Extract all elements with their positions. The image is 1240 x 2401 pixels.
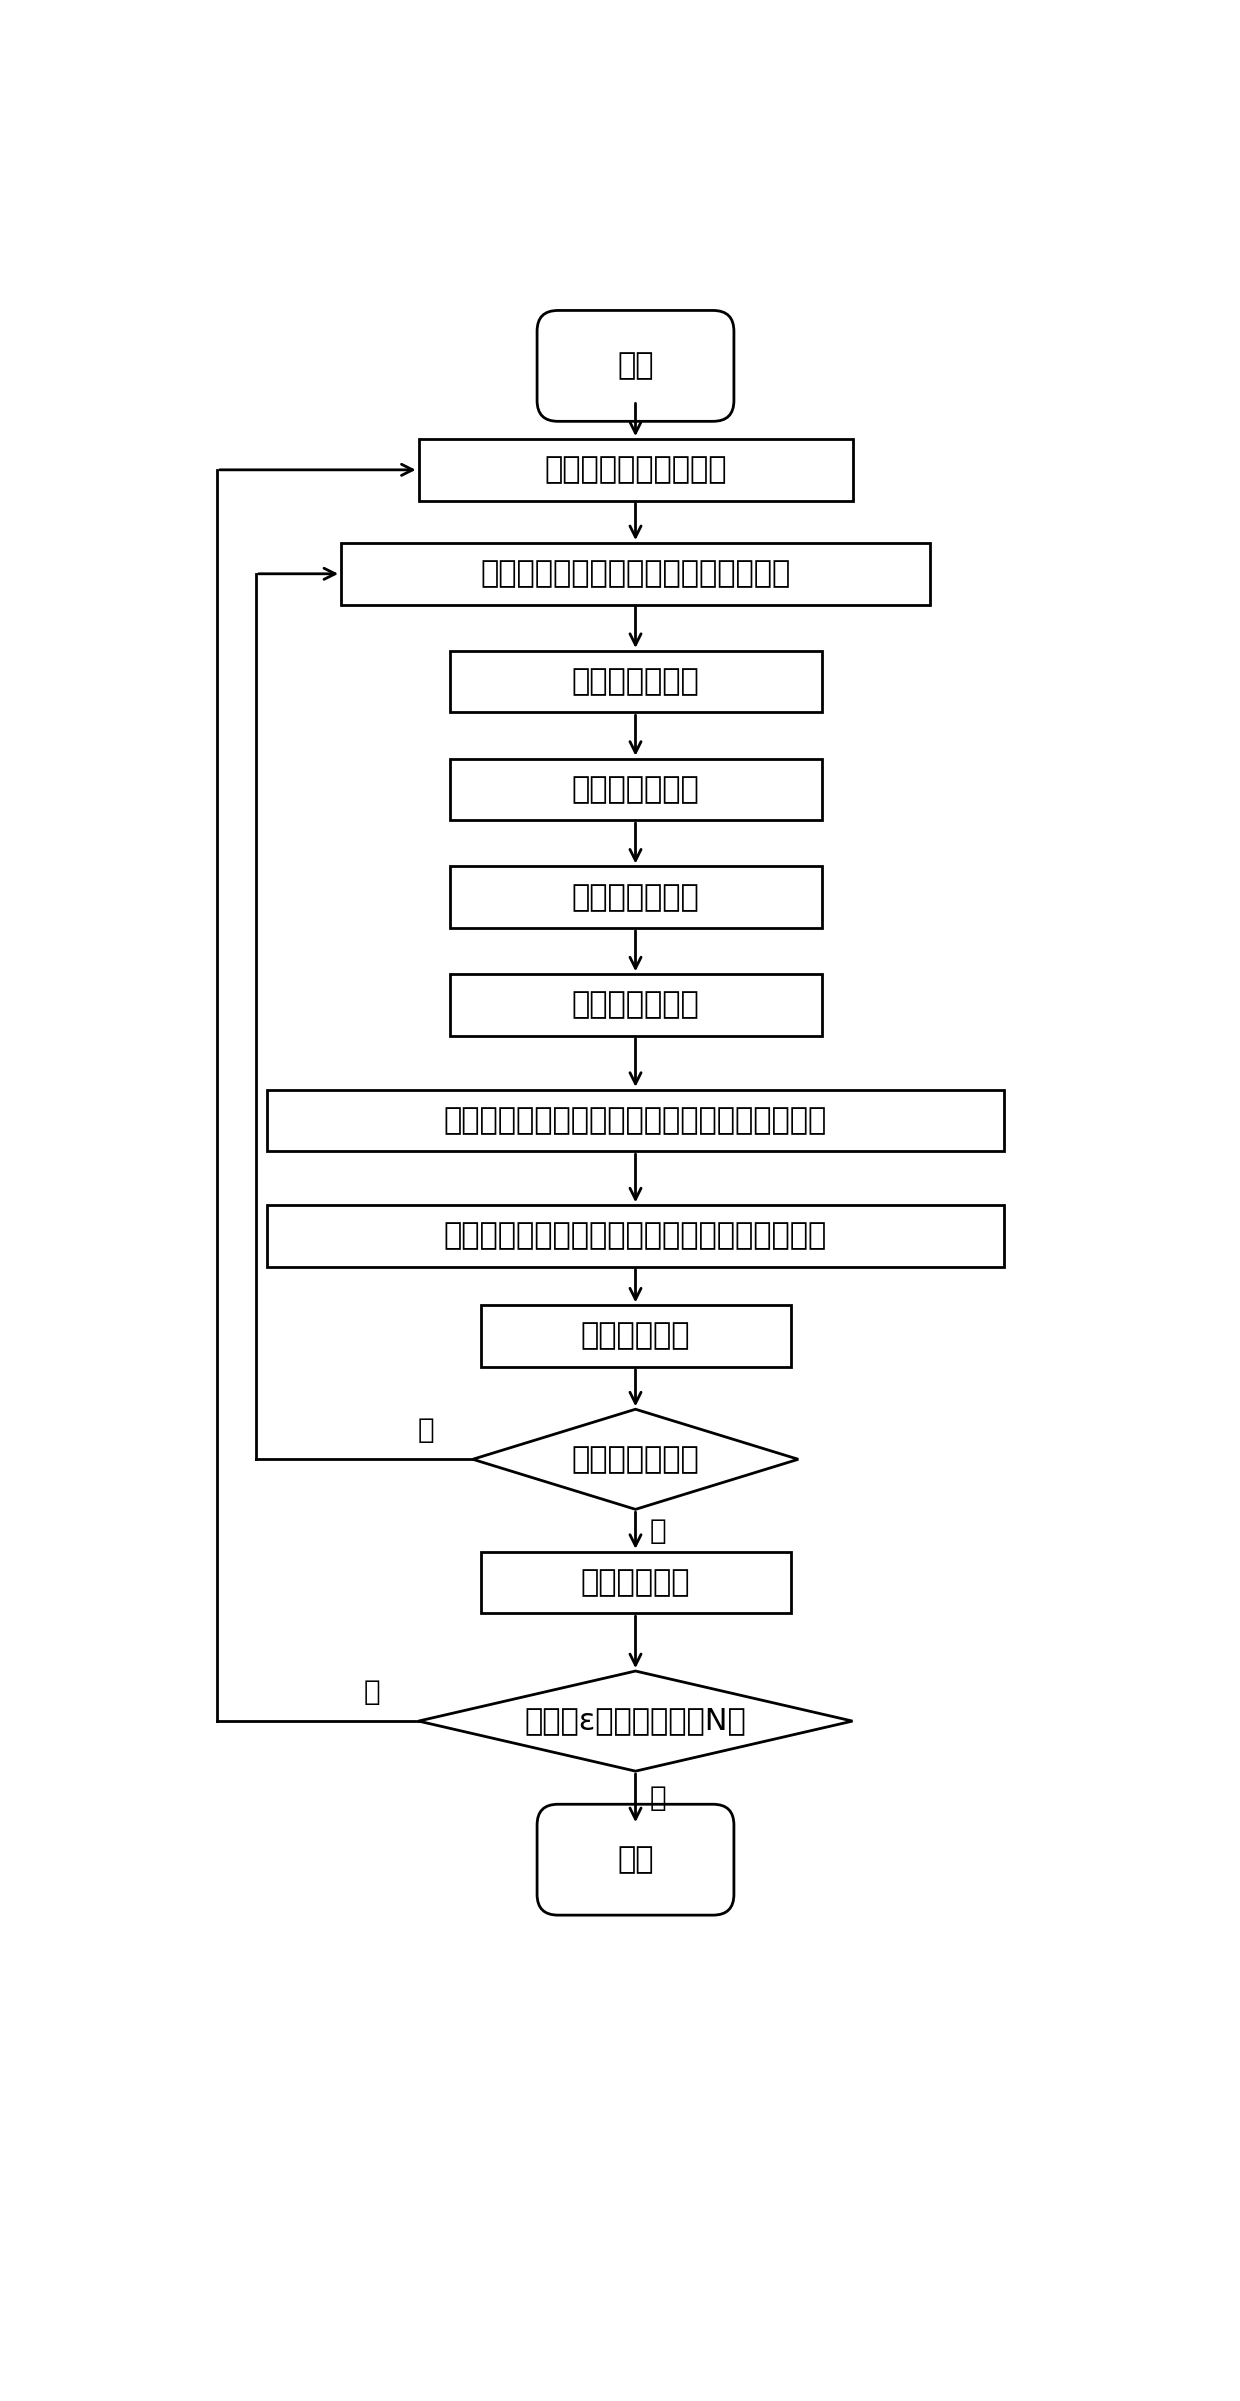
Bar xyxy=(449,975,821,1035)
Text: 计算输出层输出: 计算输出层输出 xyxy=(572,776,699,804)
Bar xyxy=(419,439,853,502)
Text: 调整隐含层到输出层的连接权值和输出层的阈值: 调整隐含层到输出层的连接权值和输出层的阈值 xyxy=(444,1107,827,1136)
Text: 是: 是 xyxy=(650,1517,666,1544)
Bar xyxy=(268,1205,1003,1268)
Text: 否: 否 xyxy=(363,1678,381,1705)
Bar xyxy=(449,867,821,929)
Text: 学习模式结束？: 学习模式结束？ xyxy=(572,1445,699,1474)
Text: 学习模式更新: 学习模式更新 xyxy=(580,1321,691,1352)
Text: 否: 否 xyxy=(418,1417,434,1443)
Bar xyxy=(481,1551,791,1613)
Bar xyxy=(481,1306,791,1366)
Text: 输入燃油调节器训练样本（学习模式）: 输入燃油调节器训练样本（学习模式） xyxy=(480,559,791,588)
FancyBboxPatch shape xyxy=(537,1803,734,1916)
Text: 计算隐含层输出: 计算隐含层输出 xyxy=(572,667,699,696)
Text: 误差＜ε或学习次数＞N？: 误差＜ε或学习次数＞N？ xyxy=(525,1707,746,1736)
FancyBboxPatch shape xyxy=(537,310,734,420)
Text: 调整隐含层到输入层的连接权值和中间层的阈值: 调整隐含层到输入层的连接权值和中间层的阈值 xyxy=(444,1222,827,1251)
Text: 结束: 结束 xyxy=(618,1846,653,1875)
Text: 计算输出层误差: 计算输出层误差 xyxy=(572,884,699,912)
Polygon shape xyxy=(419,1671,853,1772)
Polygon shape xyxy=(472,1409,799,1510)
Bar xyxy=(341,543,930,605)
Bar xyxy=(449,651,821,713)
Bar xyxy=(268,1090,1003,1152)
Text: 计算隐含层误差: 计算隐含层误差 xyxy=(572,992,699,1020)
Text: 开始: 开始 xyxy=(618,351,653,379)
Bar xyxy=(449,759,821,821)
Text: 更新学习次数: 更新学习次数 xyxy=(580,1568,691,1597)
Text: 是: 是 xyxy=(650,1784,666,1813)
Text: 初始化网络权值和阈值: 初始化网络权值和阈值 xyxy=(544,456,727,485)
